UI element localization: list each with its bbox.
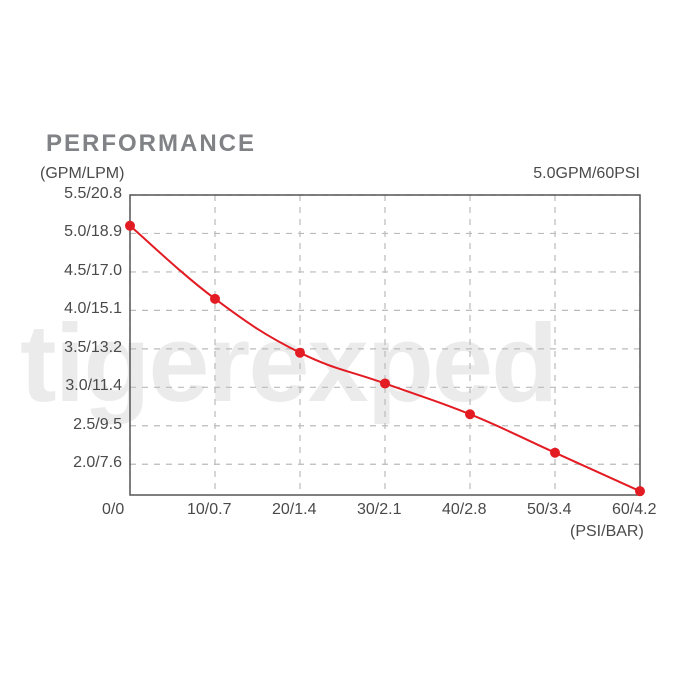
y-axis-unit-label: (GPM/LPM) bbox=[40, 165, 124, 183]
performance-chart-page: { "title": { "text": "PERFORMANCE", "col… bbox=[0, 0, 700, 700]
y-tick-label: 3.0/11.4 bbox=[65, 377, 122, 395]
page-title: PERFORMANCE bbox=[46, 130, 256, 158]
y-tick-label: 4.0/15.1 bbox=[64, 300, 122, 318]
x-tick-label: 30/2.1 bbox=[357, 501, 401, 519]
y-tick-label: 5.5/20.8 bbox=[64, 185, 122, 203]
y-tick-label: 5.0/18.9 bbox=[64, 223, 122, 241]
x-tick-label: 60/4.2 bbox=[612, 501, 656, 519]
y-tick-label: 2.0/7.6 bbox=[73, 454, 122, 472]
x-tick-label: 50/3.4 bbox=[527, 501, 571, 519]
x-axis-unit-label: (PSI/BAR) bbox=[570, 523, 644, 541]
chart-spec-label: 5.0GPM/60PSI bbox=[533, 165, 640, 183]
y-tick-label: 2.5/9.5 bbox=[73, 416, 122, 434]
y-tick-label: 4.5/17.0 bbox=[64, 262, 122, 280]
x-tick-label: 0/0 bbox=[102, 501, 124, 519]
y-tick-label: 3.5/13.2 bbox=[64, 339, 122, 357]
x-tick-label: 10/0.7 bbox=[187, 501, 231, 519]
performance-line-chart bbox=[130, 195, 640, 495]
x-tick-label: 40/2.8 bbox=[442, 501, 486, 519]
x-tick-label: 20/1.4 bbox=[272, 501, 316, 519]
